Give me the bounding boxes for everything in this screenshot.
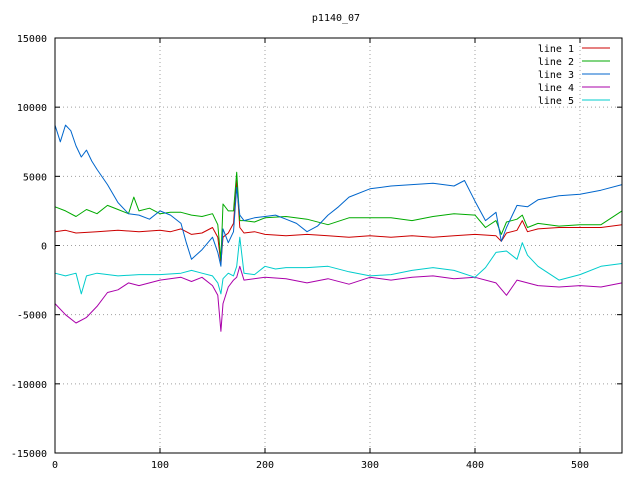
y-tick-label: 10000	[17, 103, 47, 114]
axis-ticks: 0 100 200 300 400 500 -15000 -10000 -5000 0 5000 10…	[11, 34, 622, 471]
legend: line 1 line 2 line 3 line 4 line 5	[538, 44, 610, 107]
y-tick-label: -10000	[11, 380, 47, 391]
series-line-2	[54, 171, 623, 262]
series-line-3	[54, 124, 623, 267]
y-tick-label: 5000	[23, 172, 47, 183]
legend-label-2: line 2	[538, 57, 574, 68]
chart-title: p1140_07	[312, 13, 360, 24]
legend-label-5: line 5	[538, 96, 574, 107]
legend-label-1: line 1	[538, 44, 574, 55]
y-tick-label: -15000	[11, 449, 47, 460]
legend-label-4: line 4	[538, 83, 574, 94]
legend-label-3: line 3	[538, 70, 574, 81]
grid-lines	[55, 38, 622, 453]
y-tick-label: -5000	[17, 311, 47, 322]
series-line-4	[54, 265, 623, 332]
x-tick-label: 0	[52, 460, 58, 471]
x-tick-label: 200	[256, 460, 274, 471]
series-line-1	[54, 180, 623, 264]
series-layer	[54, 124, 623, 332]
x-tick-label: 400	[466, 460, 484, 471]
x-tick-label: 300	[361, 460, 379, 471]
y-tick-label: 0	[41, 242, 47, 253]
series-line-5	[54, 236, 623, 295]
x-tick-label: 100	[151, 460, 169, 471]
y-tick-label: 15000	[17, 34, 47, 45]
x-tick-label: 500	[571, 460, 589, 471]
